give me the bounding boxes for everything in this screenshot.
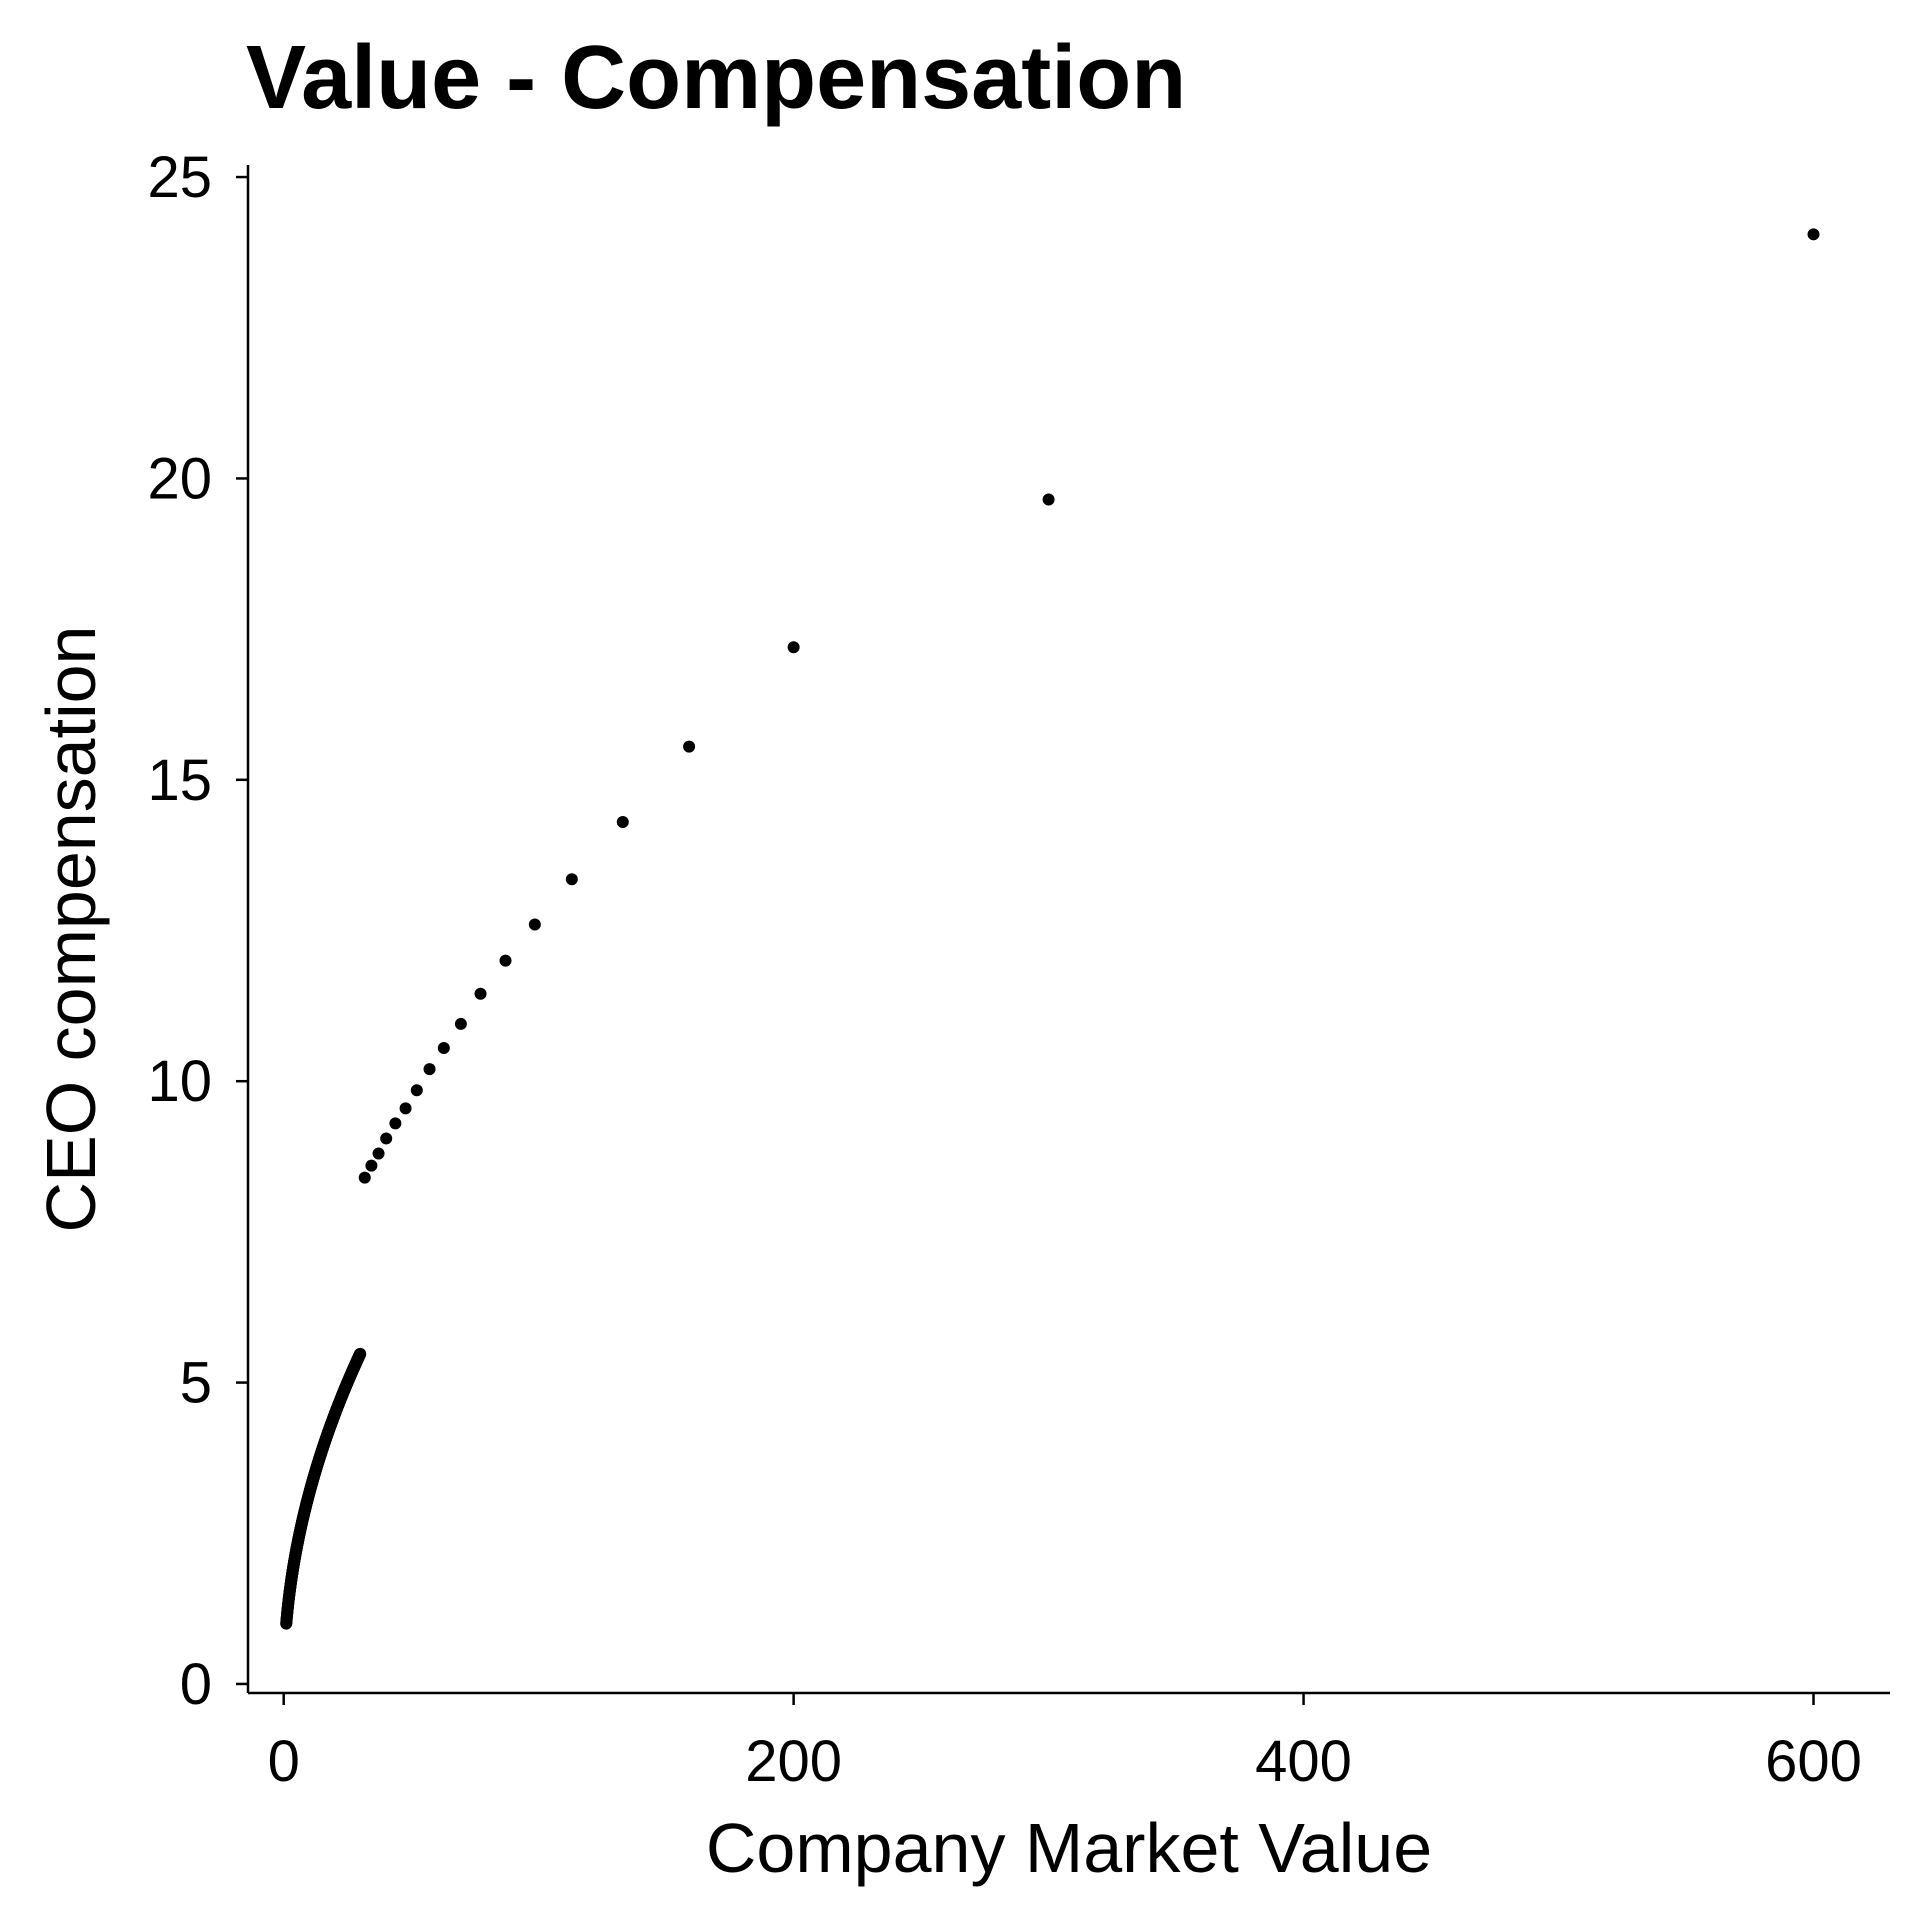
y-tick-label: 10: [147, 1049, 212, 1114]
x-tick-label: 400: [1255, 1729, 1352, 1794]
data-point: [365, 1159, 378, 1172]
chart-title: Value - Compensation: [246, 28, 1186, 128]
data-point: [1042, 493, 1055, 506]
data-point: [474, 987, 487, 1000]
data-point: [354, 1347, 367, 1360]
data-point: [389, 1117, 402, 1130]
data-point: [380, 1132, 393, 1145]
data-point: [499, 954, 512, 967]
x-tick-label: 0: [268, 1729, 300, 1794]
y-tick-label: 20: [147, 446, 212, 511]
y-axis-label: CEO compensation: [32, 626, 110, 1233]
data-point: [1807, 228, 1820, 241]
data-point: [358, 1171, 371, 1184]
y-tick-label: 0: [180, 1652, 212, 1717]
data-point: [528, 918, 541, 931]
x-axis-ticks: 0 200 400 600: [268, 1693, 1862, 1794]
data-point: [437, 1042, 450, 1055]
x-axis-label: Company Market Value: [706, 1809, 1432, 1887]
y-tick-label: 25: [147, 145, 212, 210]
data-point: [423, 1063, 436, 1076]
data-point: [787, 641, 800, 654]
data-point: [410, 1084, 423, 1097]
data-point: [399, 1102, 412, 1115]
x-tick-label: 200: [745, 1729, 842, 1794]
y-axis-ticks: 0 5 10 15 20 25: [147, 145, 248, 1717]
y-tick-label: 5: [180, 1351, 212, 1416]
data-point: [565, 873, 578, 886]
data-point: [372, 1147, 385, 1160]
data-point: [454, 1017, 467, 1030]
data-point: [683, 740, 696, 753]
x-tick-label: 600: [1765, 1729, 1862, 1794]
y-tick-label: 15: [147, 748, 212, 813]
data-point: [616, 816, 629, 829]
data-points: [280, 228, 1820, 1630]
